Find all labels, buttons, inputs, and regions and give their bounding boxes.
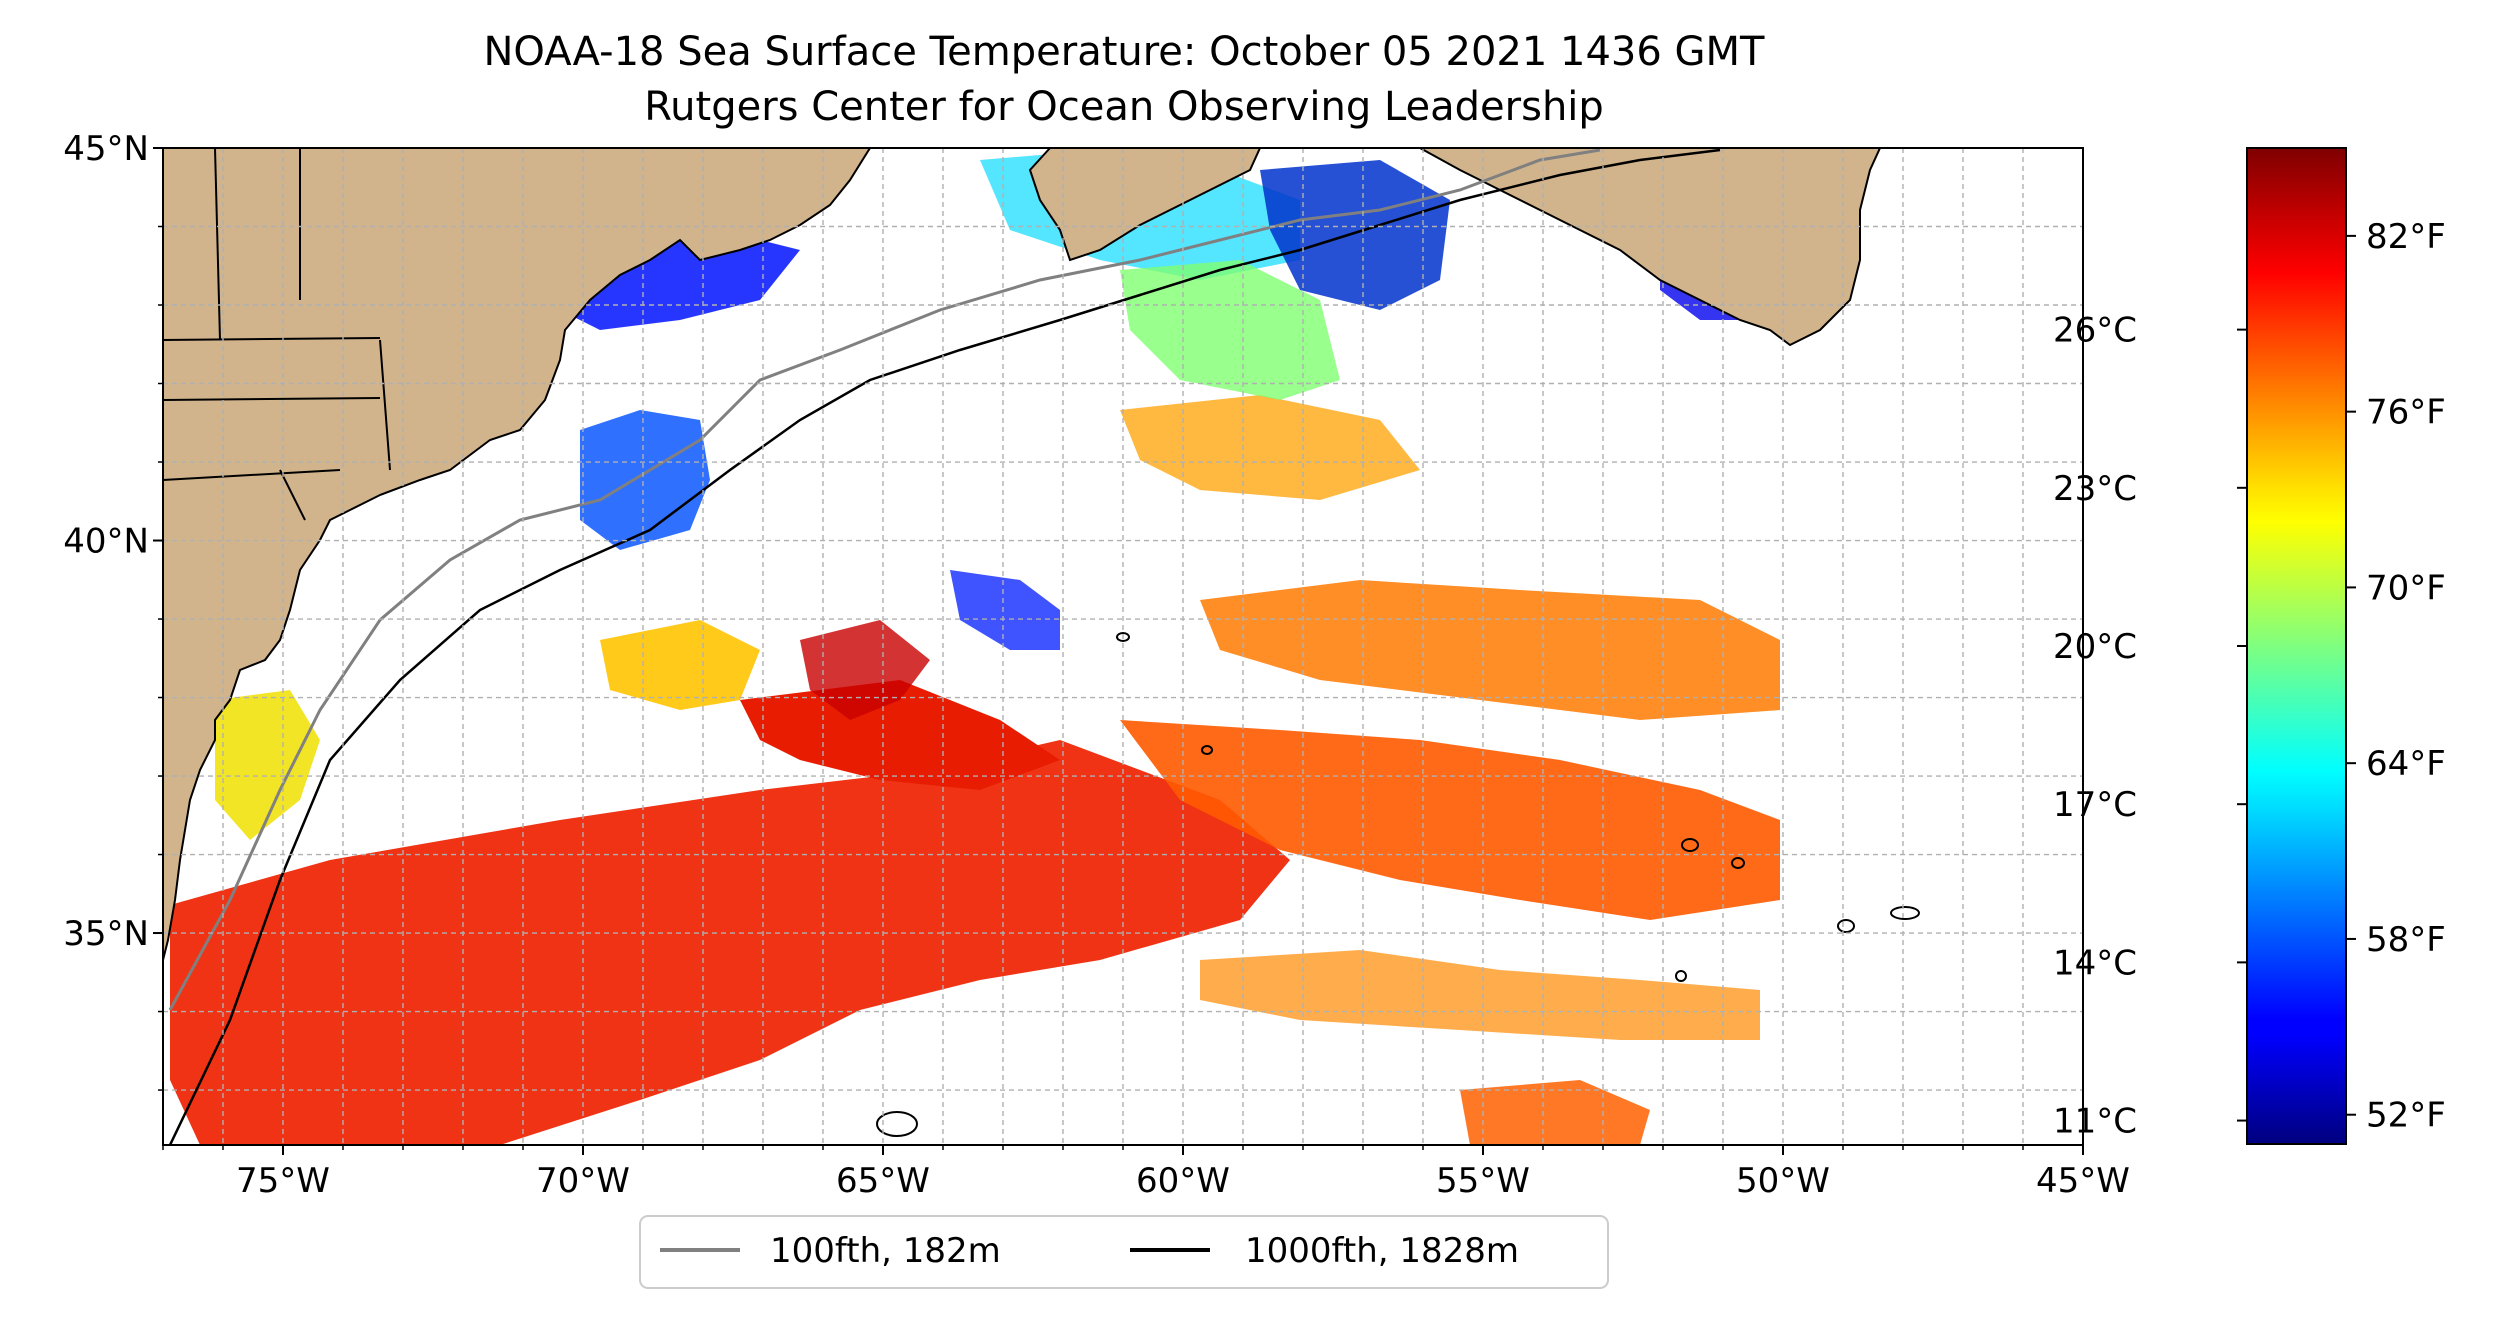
colorbar-f-label: 52°F [2366,1096,2446,1136]
sst-blue-labrador [1260,160,1450,310]
sst-warm-region-core [800,620,930,720]
sst-yellow-coast [215,690,320,840]
sst-warm-region-gulfstream [740,680,1060,790]
colorbar-c-label: 20°C [2053,627,2137,667]
land-newfoundland [1419,148,1882,347]
sst-warm-region-south [170,740,1290,1145]
legend: 100fth, 182m 1000fth, 1828m [639,1215,1609,1289]
lon-tick-label: 50°W [1736,1161,1830,1201]
colorbar-fahrenheit-ticks: 82°F 76°F 70°F 64°F 58°F 52°F [2346,217,2446,1136]
colorbar-c-label: 23°C [2053,469,2137,509]
colorbar-f-label: 64°F [2366,744,2446,784]
lon-tick-label: 75°W [236,1161,330,1201]
colorbar-celsius-ticks: 26°C 23°C 20°C 17°C 14°C 11°C [2053,311,2247,1142]
longitude-ticks: 75°W 70°W 65°W 60°W 55°W 50°W 45°W [162,1145,2130,1201]
sst-orange-southeast [1200,950,1760,1040]
sst-orange-band-north [1120,395,1420,500]
latitude-ticks: 45°N 40°N 35°N [63,129,163,1091]
contour-1000fth [168,148,1721,1145]
state-borders [163,148,391,521]
sst-overlay [165,150,1780,1145]
colorbar-c-label: 14°C [2053,943,2137,983]
sst-cold-georges-bank [580,410,710,550]
lon-tick-label: 65°W [836,1161,930,1201]
colorbar-f-label: 70°F [2366,568,2446,608]
legend-box [639,1215,1609,1289]
seamount-contours [876,632,1920,1137]
lat-tick-label: 45°N [63,129,149,169]
landmass [163,148,1882,961]
sst-blue-mid [950,570,1060,650]
lon-tick-label: 60°W [1136,1161,1230,1201]
legend-label-100fth: 100fth, 182m [770,1231,1001,1271]
land-nova-scotia [1028,148,1262,262]
sst-warm-region-east [1120,720,1780,920]
lat-tick-label: 40°N [63,522,149,562]
colorbar-f-label: 58°F [2366,920,2446,960]
map-title-line1: NOAA-18 Sea Surface Temperature: October… [484,29,1766,75]
gridlines [163,148,2083,1145]
colorbar-f-label: 82°F [2366,217,2446,257]
sst-orange-band-mid [1200,580,1780,720]
sst-yellow-patch-west [600,620,760,710]
colorbar-c-label: 26°C [2053,311,2137,351]
colorbar-c-label: 17°C [2053,785,2137,825]
colorbar-gradient [2246,147,2347,1145]
sst-green-grand-banks [1120,260,1340,400]
legend-label-1000fth: 1000fth, 1828m [1245,1231,1519,1271]
lat-tick-label: 35°N [63,914,149,954]
colorbar: 82°F 76°F 70°F 64°F 58°F 52°F 26°C 23°C 20°C 17°… [2053,147,2446,1145]
colorbar-f-label: 76°F [2366,393,2446,433]
map-panel [163,148,2083,1145]
contour-100fth [168,148,1601,1011]
colorbar-c-label: 11°C [2053,1102,2137,1142]
lon-tick-label: 45°W [2036,1161,2130,1201]
lon-tick-label: 70°W [536,1161,630,1201]
lon-tick-label: 55°W [1436,1161,1530,1201]
land-us-coast [163,148,872,961]
map-title-line2: Rutgers Center for Ocean Observing Leade… [644,84,1604,130]
